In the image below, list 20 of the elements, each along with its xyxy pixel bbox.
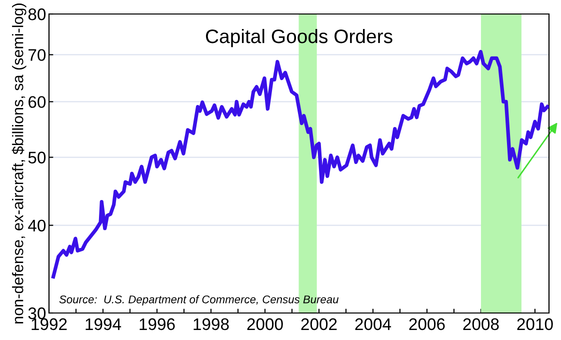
y-tick-label: 30 xyxy=(28,307,46,320)
y-tick-label: 70 xyxy=(28,49,46,61)
x-tick-label: 2000 xyxy=(247,318,283,330)
x-tick-label: 1994 xyxy=(86,318,122,330)
y-tick-label: 40 xyxy=(28,220,46,232)
x-tick-label: 1996 xyxy=(140,318,175,330)
annotation: Source: U.S. Department of Commerce, Census Bureau xyxy=(59,295,339,306)
y-tick-label: 80 xyxy=(28,8,46,20)
y-axis-title: non-defense, ex-aircraft, $billions, sa (semi-log) xyxy=(12,4,26,324)
x-tick-label: 1992 xyxy=(32,318,67,330)
x-tick-label: 1998 xyxy=(194,318,229,330)
x-tick-label: 2002 xyxy=(301,318,337,330)
x-tick-label: 2010 xyxy=(517,318,553,330)
y-tick-label: 50 xyxy=(28,152,46,164)
x-tick-label: 2008 xyxy=(463,318,499,330)
x-tick-label: 2006 xyxy=(409,318,445,330)
y-tick-label: 60 xyxy=(28,96,46,108)
text: Capital Goods Orders xyxy=(206,28,392,48)
line-series xyxy=(52,50,549,278)
x-tick-label: 2004 xyxy=(355,318,392,330)
